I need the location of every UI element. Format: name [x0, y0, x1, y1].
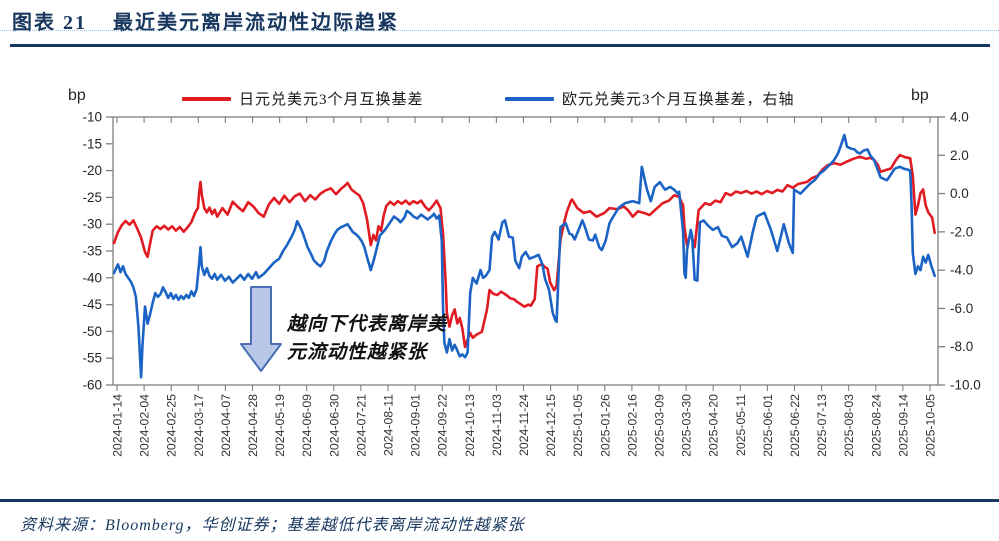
y-axis-right-tick-label: 2.0 [950, 148, 969, 163]
y-axis-left-tick-label: -15 [82, 136, 102, 151]
down-arrow-annotation-icon [240, 286, 282, 372]
y-axis-right-tick-label: -4.0 [950, 263, 973, 278]
source-note: 资料来源：Bloomberg，华创证券；基差越低代表离岸流动性越紧张 [20, 517, 525, 534]
x-axis-tick-label: 2024-04-07 [219, 394, 233, 457]
source-rule [0, 499, 999, 502]
x-axis-tick-label: 2024-01-14 [111, 394, 125, 457]
y-axis-left-tick-label: -30 [82, 217, 102, 232]
x-axis-tick-label: 2024-03-17 [192, 394, 206, 457]
y-axis-left-tick-label: -60 [82, 378, 102, 393]
left-axis-unit-label: bp [68, 87, 86, 104]
x-axis-tick-label: 2025-06-22 [788, 394, 802, 457]
x-axis-tick-label: 2024-11-24 [517, 394, 531, 456]
x-axis-tick-label: 2025-03-30 [680, 394, 694, 457]
y-axis-left-tick-label: -55 [82, 351, 102, 366]
y-axis-left-tick-label: -50 [82, 324, 102, 339]
x-axis-tick-label: 2024-06-09 [300, 394, 314, 457]
x-axis-tick-label: 2024-09-01 [409, 394, 423, 457]
y-axis-right-tick-label: -8.0 [950, 339, 973, 354]
annotation-line2: 元流动性越紧张 [287, 342, 428, 363]
x-axis-tick-label: 2025-03-09 [653, 394, 667, 457]
x-axis-tick-label: 2025-10-05 [924, 394, 938, 457]
x-axis-tick-label: 2025-01-26 [598, 394, 612, 457]
legend-item-eur-basis: 欧元兑美元3个月互换基差，右轴 [505, 88, 795, 109]
red-line-swatch-icon [182, 96, 231, 101]
y-axis-left-tick-label: -10 [82, 110, 102, 125]
y-axis-left-tick-label: -20 [82, 163, 102, 178]
x-axis-tick-label: 2025-09-14 [896, 394, 910, 457]
figure-title: 最近美元离岸流动性边际趋紧 [113, 12, 399, 34]
annotation-line1: 越向下代表离岸美 [287, 314, 448, 335]
x-axis-tick-label: 2024-02-25 [165, 394, 179, 457]
legend-label-eur-basis: 欧元兑美元3个月互换基差，右轴 [562, 92, 795, 108]
x-axis-tick-label: 2025-04-20 [707, 394, 721, 457]
x-axis-tick-label: 2025-07-13 [815, 394, 829, 457]
y-axis-right-tick-label: -10.0 [950, 378, 981, 393]
right-axis-unit-label: bp [911, 87, 929, 104]
x-axis-tick-label: 2025-05-11 [734, 394, 748, 456]
series-eur-line [112, 133, 937, 379]
x-axis-tick-label: 2025-08-03 [842, 394, 856, 457]
y-axis-left-tick-label: -35 [82, 244, 102, 259]
y-axis-left-tick-label: -25 [82, 190, 102, 205]
x-axis-tick-label: 2024-02-04 [138, 394, 152, 457]
dotted-top-border [0, 30, 999, 31]
series-jpy-line [112, 153, 937, 349]
x-axis-tick-label: 2024-07-21 [354, 394, 368, 457]
x-axis-tick-label: 2025-08-24 [869, 394, 883, 457]
x-axis-tick-label: 2025-06-01 [761, 394, 775, 457]
y-axis-left-tick-label: -40 [82, 270, 102, 285]
y-axis-right-tick-label: 4.0 [950, 110, 969, 125]
blue-line-swatch-icon [505, 96, 554, 101]
y-axis-left-tick-label: -45 [82, 297, 102, 312]
x-axis-tick-label: 2024-05-19 [273, 394, 287, 457]
x-axis-tick-label: 2024-10-13 [463, 394, 477, 457]
x-axis-tick-label: 2024-12-15 [544, 394, 558, 457]
y-axis-right-tick-label: -6.0 [950, 301, 973, 316]
x-axis-tick-label: 2024-11-03 [490, 394, 504, 456]
page-title: 图表 21 最近美元离岸流动性边际趋紧 [12, 6, 399, 35]
x-axis-tick-label: 2025-02-16 [625, 394, 639, 457]
figure-number: 图表 21 [12, 12, 87, 34]
x-axis-tick-label: 2024-09-22 [436, 394, 450, 457]
x-axis-tick-label: 2024-04-28 [246, 394, 260, 457]
x-axis-tick-label: 2024-06-30 [327, 394, 341, 457]
legend-label-jpy-basis: 日元兑美元3个月互换基差 [239, 92, 424, 108]
legend-item-jpy-basis: 日元兑美元3个月互换基差 [182, 88, 424, 109]
annotation-text: 越向下代表离岸美 元流动性越紧张 [287, 311, 447, 367]
x-axis-tick-label: 2024-08-11 [382, 394, 396, 456]
title-rule [10, 44, 990, 47]
y-axis-right-tick-label: 0.0 [950, 186, 969, 201]
x-axis-tick-label: 2025-01-05 [571, 394, 585, 457]
y-axis-right-tick-label: -2.0 [950, 224, 973, 239]
